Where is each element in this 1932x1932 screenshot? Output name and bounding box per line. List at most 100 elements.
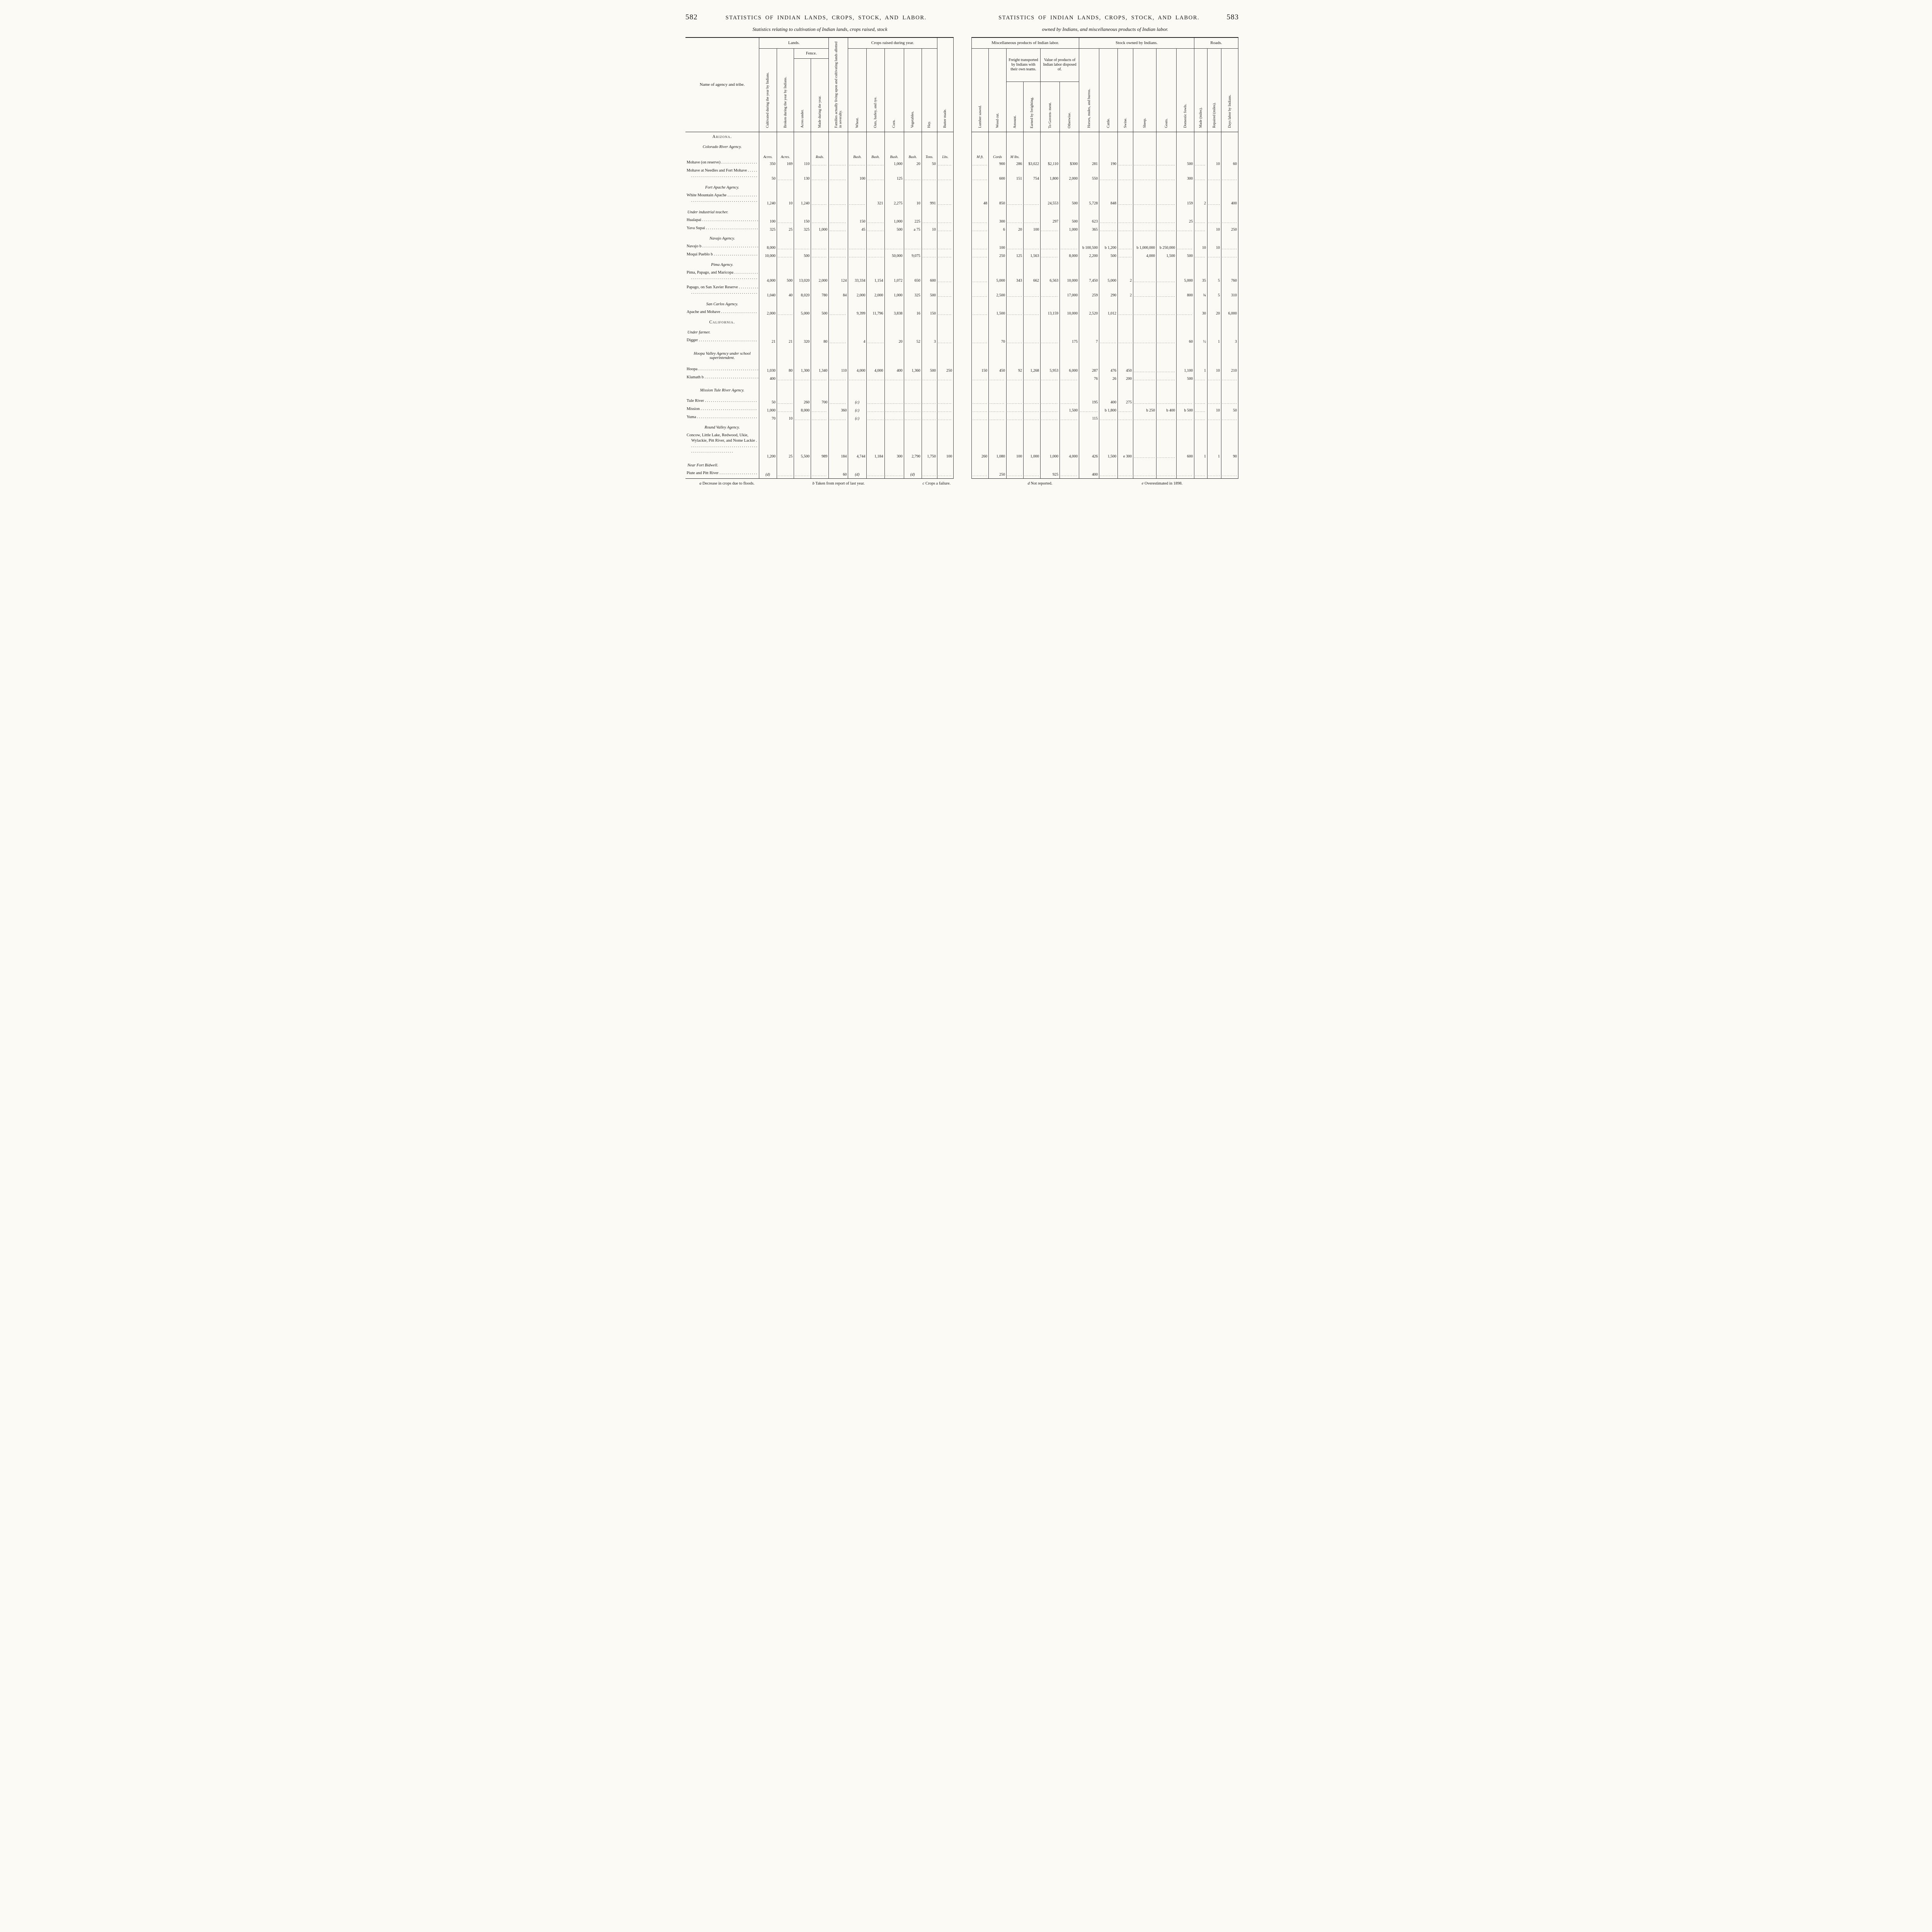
cell-value: ..................................	[777, 312, 793, 316]
footnote: b Taken from report of last year.	[812, 481, 865, 486]
cell-value: ..................................	[867, 340, 883, 344]
cell-value: 1,200	[767, 454, 776, 459]
value-cell: 260	[794, 398, 811, 406]
cell-value: ..................................	[867, 473, 883, 477]
table-row: ........................................…	[971, 398, 1239, 406]
cell-value: 500	[1187, 254, 1193, 258]
cell-value: b 100,500	[1082, 246, 1098, 250]
value-cell: 2,790	[903, 432, 922, 460]
value-cell: 60	[1221, 160, 1239, 168]
value-cell: ..................................	[1156, 374, 1177, 383]
cell-value: ..................................	[1024, 202, 1039, 206]
agency-name: Piute and Pitt River . . . . . . . . . .…	[687, 471, 757, 475]
col-header-days-labor-label: Days labor by Indians.	[1228, 94, 1232, 128]
cell-value: 210	[1231, 369, 1237, 373]
value-cell: 5,000	[1176, 270, 1195, 284]
empty-cell	[1221, 299, 1239, 309]
empty-cell	[1040, 260, 1060, 270]
empty-cell	[1023, 345, 1041, 366]
empty-cell	[903, 207, 922, 217]
value-cell: ..................................	[776, 470, 794, 478]
value-cell: ..................................	[1133, 217, 1156, 225]
cell-value: 10	[789, 417, 793, 421]
agency-name-cell: Concow, Little Lake, Redwood, Ukie, Wyla…	[685, 432, 759, 460]
cell-value: ..................................	[1061, 473, 1078, 477]
value-cell: 400	[759, 374, 777, 383]
value-cell: ..................................	[1060, 398, 1079, 406]
value-cell: 169	[776, 160, 794, 168]
cell-value: ..................................	[830, 162, 847, 166]
cell-value: ..................................	[1024, 220, 1039, 224]
cell-value: 300	[1187, 177, 1193, 181]
value-cell: ..................................	[1221, 243, 1239, 252]
value-cell: 4,000	[848, 366, 867, 374]
empty-cell	[1117, 132, 1133, 142]
table-row: Hualapai . . . . . . . . . . . . . . . .…	[685, 217, 954, 225]
cell-value: 1,184	[874, 454, 883, 459]
cell-value: ..................................	[1007, 294, 1022, 298]
value-cell: 450	[988, 366, 1007, 374]
col-header-earned-label: Earned by freighting.	[1030, 97, 1034, 128]
empty-cell	[1117, 152, 1133, 160]
cell-value: 100	[946, 454, 952, 459]
cell-value: ..................................	[905, 246, 920, 250]
cell-value: ..................................	[830, 340, 847, 344]
empty-cell	[776, 233, 794, 243]
cell-value: ..................................	[1195, 254, 1206, 258]
value-cell: ..................................	[971, 160, 989, 168]
cell-value: ..................................	[922, 254, 936, 258]
value-cell: ..................................	[828, 398, 849, 406]
value-cell: ..................................	[811, 192, 829, 207]
empty-cell	[1176, 327, 1195, 337]
table-row	[971, 260, 1239, 270]
value-cell: ..................................	[988, 414, 1007, 422]
cell-value: 850	[999, 201, 1005, 206]
value-cell: 500	[921, 284, 937, 299]
unit-cell: Rods.	[811, 152, 829, 160]
cell-value: 4,000	[874, 369, 883, 373]
cell-value: ..................................	[1195, 417, 1206, 421]
cell-value: ..................................	[867, 162, 883, 166]
empty-cell	[759, 299, 777, 309]
value-cell: 6,000	[1221, 309, 1239, 317]
value-cell: ..................................	[1221, 217, 1239, 225]
value-cell: 70	[759, 414, 777, 422]
cell-value: ..................................	[973, 401, 987, 405]
cell-value: 6,000	[1228, 311, 1237, 316]
empty-cell	[1060, 260, 1079, 270]
value-cell: 1,154	[866, 270, 885, 284]
cell-value: 1,040	[767, 293, 776, 298]
cell-value: ..................................	[938, 401, 952, 405]
cell-value: 40	[789, 293, 793, 298]
value-cell: 6	[988, 225, 1007, 233]
cell-value: 662	[1033, 279, 1039, 283]
value-cell: ..................................	[971, 252, 989, 260]
empty-cell	[776, 327, 794, 337]
value-cell: ..................................	[1194, 398, 1208, 406]
cell-value: ..................................	[938, 409, 952, 413]
cell-value: ..................................	[1222, 246, 1237, 250]
empty-cell	[828, 142, 849, 152]
cell-value: ..................................	[938, 202, 952, 206]
cell-value: 250	[999, 472, 1005, 477]
cell-value: ..................................	[1119, 162, 1132, 166]
cell-value: 400	[769, 377, 776, 381]
cell-value: ..................................	[830, 312, 847, 316]
empty-cell	[1117, 383, 1133, 398]
empty-cell	[1176, 207, 1195, 217]
cell-value: 1,000	[894, 219, 903, 224]
cell-value: ..................................	[922, 417, 936, 421]
cell-value: ..................................	[1007, 202, 1022, 206]
cell-value: 10,000	[1067, 279, 1078, 283]
empty-cell	[1023, 383, 1041, 398]
empty-cell	[1207, 207, 1222, 217]
empty-cell	[1194, 142, 1208, 152]
cell-value: ..................................	[1024, 294, 1039, 298]
value-cell: ..................................	[921, 243, 937, 252]
cell-value: 50,000	[892, 254, 903, 258]
value-cell: 350	[759, 160, 777, 168]
empty-cell	[1207, 260, 1222, 270]
empty-cell	[794, 460, 811, 470]
value-cell: 4,000	[866, 366, 885, 374]
value-cell: 11,796	[866, 309, 885, 317]
